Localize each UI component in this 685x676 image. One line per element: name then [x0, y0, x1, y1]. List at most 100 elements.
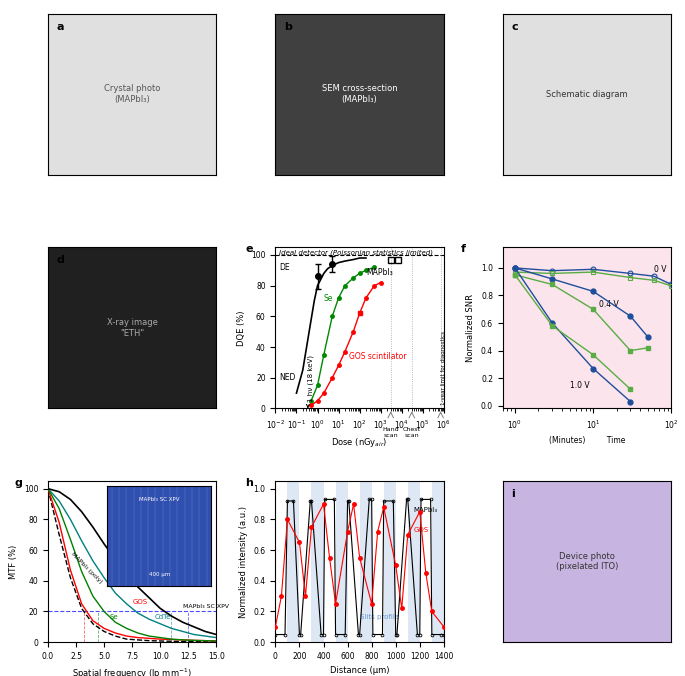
GOS — [134, 633, 142, 642]
Text: MAPbI₃ (poly): MAPbI₃ (poly) — [71, 552, 103, 585]
MAPbI₃ SC XPV — [111, 555, 119, 563]
MAPbI₃ (poly) — [167, 637, 175, 646]
Text: MAPbI₃: MAPbI₃ — [414, 507, 438, 512]
CdTe — [145, 615, 153, 623]
Se — [190, 636, 198, 644]
Text: MAPbI₃: MAPbI₃ — [366, 268, 393, 277]
CdTe — [212, 633, 221, 642]
Text: 1.0 V: 1.0 V — [570, 381, 589, 390]
MAPbI₃ SC XPV — [100, 540, 108, 548]
MAPbI₃ SC XPV — [190, 623, 198, 631]
MAPbI₃ SC XPV — [201, 627, 210, 635]
Se — [55, 504, 63, 512]
MAPbI₃ SC XPV — [134, 583, 142, 591]
Text: 0.4 V: 0.4 V — [599, 299, 619, 308]
Bar — [288, 481, 299, 642]
Text: Se: Se — [110, 614, 119, 620]
CdTe — [134, 609, 142, 617]
Text: GOS: GOS — [414, 527, 429, 533]
Y-axis label: Normalized SNR: Normalized SNR — [466, 294, 475, 362]
MAPbI₃ SC XPV — [44, 485, 52, 493]
Text: c: c — [511, 22, 518, 32]
Bar — [503, 247, 671, 408]
Text: Ideal detector (Poissonian statistics limited): Ideal detector (Poissonian statistics li… — [279, 249, 433, 256]
Se — [123, 625, 131, 633]
MAPbI₃ (poly) — [77, 604, 86, 612]
CdTe — [100, 574, 108, 582]
Line: MAPbI₃ (poly): MAPbI₃ (poly) — [48, 489, 216, 642]
GOS — [167, 635, 175, 644]
Text: g: g — [14, 478, 22, 488]
MAPbI₃ (poly) — [190, 637, 198, 646]
Bar — [336, 481, 347, 642]
MAPbI₃ (poly) — [44, 485, 52, 493]
Text: 0 V: 0 V — [654, 265, 667, 274]
Text: a: a — [56, 22, 64, 32]
Text: f: f — [461, 244, 466, 254]
GOS — [123, 632, 131, 640]
Se — [66, 535, 75, 544]
GOS — [156, 635, 164, 643]
Text: Device photo
(pixelated ITO): Device photo (pixelated ITO) — [556, 552, 619, 571]
Line: CdTe: CdTe — [48, 489, 216, 637]
Text: MAPbI₃ SC XPV: MAPbI₃ SC XPV — [183, 604, 229, 610]
MAPbI₃ (poly) — [201, 637, 210, 646]
GOS — [145, 634, 153, 642]
GOS — [179, 636, 187, 644]
CdTe — [201, 632, 210, 640]
MAPbI₃ SC XPV — [212, 631, 221, 639]
X-axis label: Dose (nGy$_{air}$): Dose (nGy$_{air}$) — [332, 436, 388, 449]
MAPbI₃ (poly) — [123, 635, 131, 643]
Y-axis label: MTF (%): MTF (%) — [9, 544, 18, 579]
Text: h: h — [245, 478, 253, 488]
CdTe — [156, 620, 164, 628]
CdTe — [89, 557, 97, 565]
Bar — [312, 481, 323, 642]
Text: SEM cross-section
(MAPbI₃): SEM cross-section (MAPbI₃) — [322, 84, 397, 104]
Y-axis label: Normalized intensity (a.u.): Normalized intensity (a.u.) — [239, 506, 248, 618]
GOS — [111, 629, 119, 637]
MAPbI₃ SC XPV — [89, 523, 97, 531]
Line: MAPbI₃ SC XPV: MAPbI₃ SC XPV — [48, 489, 216, 635]
MAPbI₃ SC XPV — [167, 612, 175, 620]
MAPbI₃ SC XPV — [66, 496, 75, 504]
Text: e: e — [245, 244, 253, 254]
CdTe — [44, 485, 52, 493]
Text: DE: DE — [279, 263, 290, 272]
Text: CdTe: CdTe — [155, 614, 171, 620]
Se — [212, 637, 221, 645]
Text: 1 hν (18 keV): 1 hν (18 keV) — [308, 356, 314, 402]
Line: GOS: GOS — [48, 489, 216, 641]
Text: Schematic diagram: Schematic diagram — [546, 90, 628, 99]
CdTe — [55, 497, 63, 505]
Text: d: d — [56, 256, 64, 265]
CdTe — [111, 589, 119, 597]
GOS — [44, 485, 52, 493]
GOS — [55, 518, 63, 527]
MAPbI₃ (poly) — [212, 638, 221, 646]
GOS — [66, 566, 75, 574]
Bar — [384, 481, 396, 642]
Bar — [408, 481, 420, 642]
Line: Se: Se — [48, 489, 216, 641]
MAPbI₃ (poly) — [145, 637, 153, 645]
CdTe — [167, 625, 175, 633]
GOS — [89, 617, 97, 625]
Text: 1-year limit for diagnostics: 1-year limit for diagnostics — [441, 331, 447, 406]
X-axis label: Spatial frequency (lp mm$^{-1}$): Spatial frequency (lp mm$^{-1}$) — [73, 667, 192, 676]
Bar — [432, 481, 444, 642]
GOS — [77, 600, 86, 608]
Se — [156, 633, 164, 642]
X-axis label: Distance (μm): Distance (μm) — [330, 667, 389, 675]
CdTe — [77, 537, 86, 545]
Text: GOS: GOS — [132, 599, 147, 605]
CdTe — [123, 600, 131, 608]
Se — [111, 618, 119, 626]
MAPbI₃ SC XPV — [123, 571, 131, 579]
Se — [77, 568, 86, 576]
Text: GOS scintilator: GOS scintilator — [349, 352, 406, 362]
X-axis label: (Minutes)         Time: (Minutes) Time — [549, 436, 625, 445]
GOS — [201, 637, 210, 645]
Text: Slits profile: Slits profile — [360, 614, 399, 620]
MAPbI₃ (poly) — [179, 637, 187, 646]
